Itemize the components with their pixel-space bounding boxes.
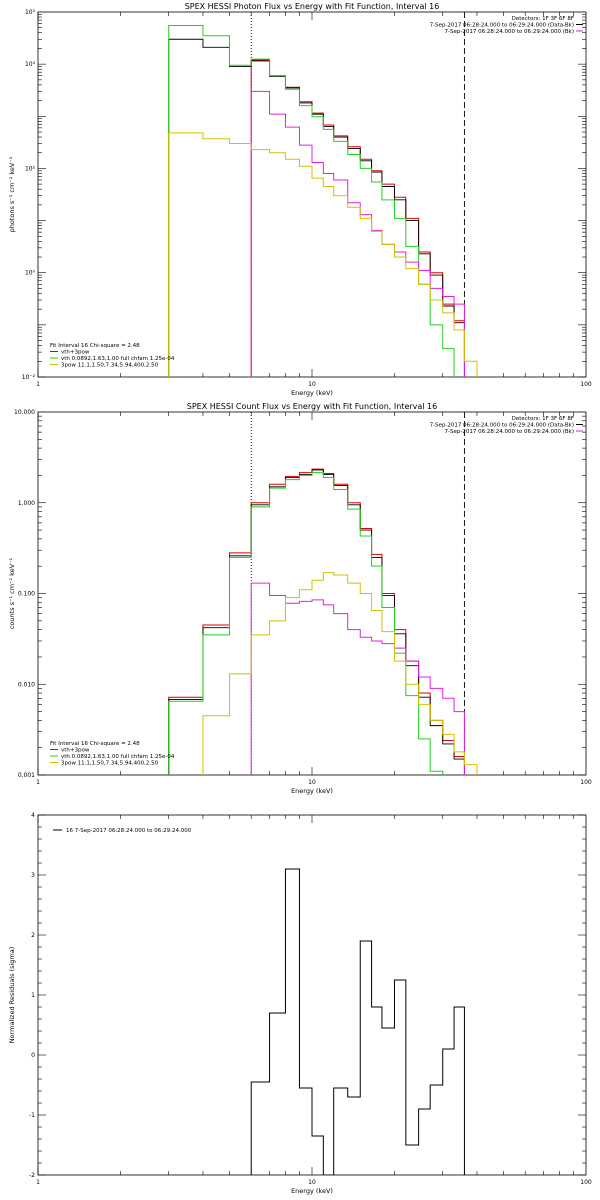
y-tick-label: 10⁻²: [22, 374, 36, 381]
series-line-1: [250, 868, 465, 1175]
y-tick-label: 1: [31, 992, 35, 999]
chart-panel-2: SPEX HESSI Count Flux vs Energy with Fit…: [8, 402, 592, 795]
x-tick-label: 100: [580, 381, 592, 388]
legend-label: 3pow 11.1,1.50,7.34,5.94,400,2.50: [61, 761, 159, 767]
series-group: [250, 868, 465, 1175]
x-axis-label: Energy (keV): [291, 389, 333, 397]
series-group: [168, 468, 478, 775]
legend-label: 16 7-Sep-2017 06:28:24.000 to 06:29:24.0…: [66, 828, 192, 834]
series-line-5: [202, 572, 478, 775]
y-tick-label: 10⁴: [25, 61, 36, 68]
y-tick-label: 10⁰: [25, 270, 36, 277]
x-tick-label: 1: [36, 381, 40, 388]
info-text: Detectors: 1F 3F 6F 8F: [512, 416, 574, 422]
series-line-4: [250, 582, 465, 775]
x-axis-label: Energy (keV): [291, 787, 333, 795]
x-tick-label: 10: [308, 381, 316, 388]
series-line-3: [168, 25, 455, 377]
x-tick-label: 1: [36, 1179, 40, 1186]
info-text: 7-Sep-2017 06:28:24.000 to 06:29:24.000 …: [445, 429, 575, 435]
chart-title: SPEX HESSI Count Flux vs Energy with Fit…: [187, 402, 438, 411]
plot-frame: [37, 11, 587, 378]
info-text: 7-Sep-2017 06:28:24.000 to 06:29:24.000 …: [445, 29, 575, 35]
chart-title: SPEX HESSI Photon Flux vs Energy with Fi…: [185, 2, 440, 11]
series-group: [168, 25, 478, 377]
legend-label: vth+3pow: [61, 350, 90, 356]
x-tick-label: 10: [308, 1179, 316, 1186]
legend-label: vth+3pow: [61, 748, 90, 754]
series-line-1: [250, 59, 465, 377]
y-tick-label: 3: [31, 872, 35, 879]
series-line-4: [250, 90, 465, 377]
info-text: 7-Sep-2017 06:28:24.000 to 06:29:24.000 …: [430, 423, 574, 429]
legend-label: vth 0.0892,1.63,1.00 full chfam 1.25e-04: [61, 754, 175, 760]
y-tick-label: 0: [31, 1052, 35, 1059]
chart-panel-3: 1 10 100 -2 -1 0 1 2 3 4 Energy (keV) Normalized Re…: [8, 812, 592, 1195]
chart-panel-1: SPEX HESSI Photon Flux vs Energy with Fi…: [8, 2, 592, 397]
y-tick-label: 1.000: [18, 500, 35, 507]
y-tick-label: 4: [31, 812, 35, 819]
y-tick-label: 2: [31, 932, 35, 939]
y-tick-label: -2: [29, 1172, 35, 1179]
series-line-2: [168, 469, 465, 775]
series-line-5: [168, 132, 478, 377]
x-tick-label: 100: [580, 1179, 592, 1186]
y-tick-label: 0.010: [18, 681, 35, 688]
legend-title: Fit Interval 16 Chi-square = 2.48: [50, 741, 140, 747]
series-line-1: [168, 468, 465, 775]
y-tick-label: -1: [29, 1112, 35, 1119]
y-axis-label: Normalized Residuals (sigma): [8, 947, 16, 1044]
plot-frame: [37, 411, 587, 776]
series-line-2: [168, 38, 465, 377]
legend-label: 3pow 11.1,1.50,7.34,5.94,400,2.50: [61, 363, 159, 369]
y-axis-label: counts s⁻¹ cm⁻² keV⁻¹: [8, 557, 16, 629]
info-text: 7-Sep-2017 06:28:24.000 to 06:29:24.000 …: [430, 23, 574, 29]
x-axis-label: Energy (keV): [291, 1187, 333, 1195]
y-tick-label: 10⁵: [25, 9, 36, 16]
y-tick-label: 10.000: [14, 409, 35, 416]
x-tick-label: 1: [36, 779, 40, 786]
y-tick-label: 0.100: [18, 591, 35, 598]
x-tick-label: 100: [580, 779, 592, 786]
x-tick-label: 10: [308, 779, 316, 786]
y-tick-label: 0.001: [18, 772, 35, 779]
info-text: Detectors: 1F 3F 6F 8F: [512, 16, 574, 22]
legend-title: Fit Interval 16 Chi-square = 2.48: [50, 343, 140, 349]
y-axis-label: photons s⁻¹ cm⁻² keV⁻¹: [8, 156, 16, 232]
series-line-3: [168, 472, 444, 775]
legend-label: vth 0.0892,1.63,1.00 full chfam 1.25e-04: [61, 356, 175, 362]
y-tick-label: 10²: [25, 165, 36, 172]
